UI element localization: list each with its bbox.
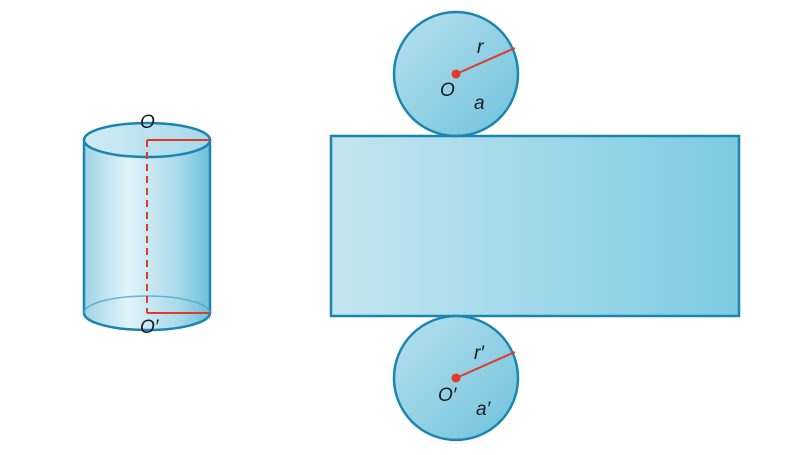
net-top-radius-label: r: [477, 37, 484, 58]
net-bottom-center-point: [451, 373, 461, 383]
net-bottom-base-label: a′: [476, 399, 492, 420]
net-bottom-center-label: O′: [438, 385, 458, 406]
net-bottom-circle-group: r′ O′ a′: [392, 314, 520, 442]
net-top-center-label: O: [440, 80, 455, 101]
net-bottom-radius-label: r′: [474, 343, 485, 364]
net-top-base-label: a: [474, 93, 485, 114]
net-top-circle-group: r O a: [392, 10, 520, 138]
net-top-center-point: [451, 69, 461, 79]
net-lateral-rectangle: [329, 134, 741, 318]
net-top-radius: [455, 47, 516, 75]
cylinder: O O′: [82, 112, 212, 338]
cylinder-body: [82, 138, 212, 332]
cylinder-top-center-label: O: [140, 112, 155, 133]
cylinder-bottom-center-label: O′: [140, 317, 160, 338]
net-bottom-radius: [455, 351, 516, 379]
